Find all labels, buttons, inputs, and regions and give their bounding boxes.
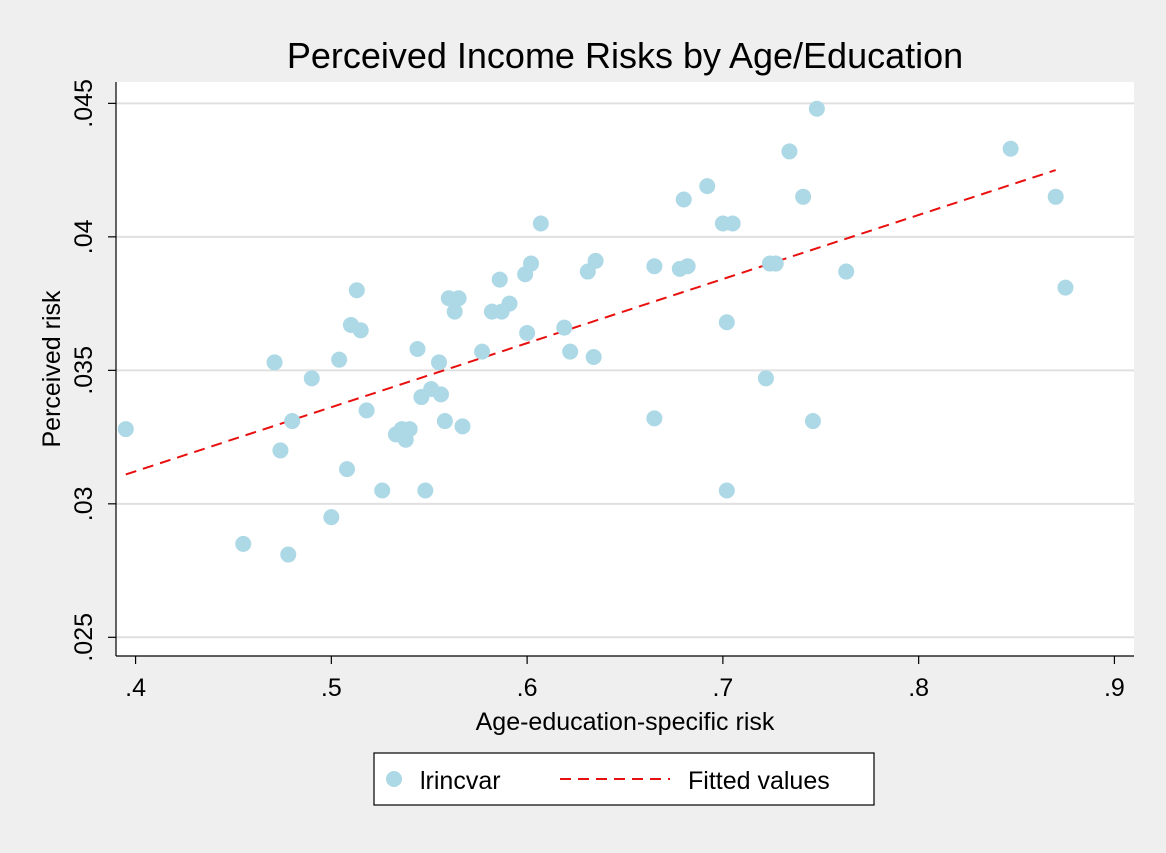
scatter-point: [409, 340, 426, 357]
scatter-point: [348, 282, 365, 299]
y-axis-ticks: .025 .03 .035 .04 .045: [70, 79, 116, 662]
y-tick-label: .025: [70, 613, 98, 662]
x-tick-label: .6: [517, 674, 538, 702]
chart-title: Perceived Income Risks by Age/Education: [287, 35, 963, 76]
scatter-point: [374, 482, 391, 499]
scatter-point: [331, 351, 348, 368]
y-axis-label: Perceived risk: [38, 290, 66, 447]
scatter-point: [767, 255, 784, 272]
y-tick-label: .045: [70, 79, 98, 128]
scatter-point: [587, 252, 604, 269]
scatter-point: [1002, 140, 1019, 157]
scatter-point: [339, 461, 356, 478]
scatter-point: [1057, 279, 1074, 296]
scatter-point: [532, 215, 549, 232]
scatter-point: [303, 370, 320, 387]
scatter-point: [1047, 188, 1064, 205]
legend-label-scatter: lrincvar: [420, 767, 501, 795]
y-tick-label: .035: [70, 346, 98, 395]
legend-scatter-marker: [386, 771, 402, 787]
scatter-point: [646, 410, 663, 427]
scatter-point: [323, 509, 340, 526]
scatter-point: [781, 143, 798, 160]
scatter-point: [699, 178, 716, 195]
legend-label-fit: Fitted values: [688, 767, 830, 795]
fitted-line-layer: [125, 169, 1057, 476]
scatter-point: [795, 188, 812, 205]
scatter-point: [417, 482, 434, 499]
scatter-point: [523, 255, 540, 272]
scatter-point: [646, 258, 663, 275]
scatter-point: [718, 482, 735, 499]
x-tick-label: .5: [321, 674, 342, 702]
legend-box: [373, 752, 875, 806]
scatter-point: [432, 386, 449, 403]
fitted-line: [125, 169, 1057, 476]
scatter-point: [718, 314, 735, 331]
grid-lines: [116, 102, 1134, 639]
scatter-point: [284, 413, 301, 430]
scatter-point: [117, 421, 134, 438]
x-axis-ticks: .4 .5 .6 .7 .8 .9: [125, 656, 1125, 702]
x-tick-label: .8: [908, 674, 929, 702]
scatter-point: [454, 418, 471, 435]
scatter-point: [436, 413, 453, 430]
scatter-point: [431, 354, 448, 371]
scatter-point: [562, 343, 579, 360]
x-tick-label: .9: [1104, 674, 1125, 702]
scatter-point: [501, 295, 518, 312]
scatter-point: [804, 413, 821, 430]
scatter-point: [556, 319, 573, 336]
scatter-point: [358, 402, 375, 419]
scatter-point: [235, 535, 252, 552]
scatter-point: [401, 421, 418, 438]
y-tick-label: .03: [70, 486, 98, 521]
scatter-point: [450, 290, 467, 307]
x-tick-label: .4: [125, 674, 146, 702]
legend: lrincvar Fitted values: [373, 752, 875, 806]
scatter-point: [446, 303, 463, 320]
x-axis-label: Age-education-specific risk: [476, 708, 775, 736]
y-tick-label: .04: [70, 219, 98, 254]
scatter-point: [491, 271, 508, 288]
scatter-point: [585, 348, 602, 365]
scatter-point: [519, 324, 536, 341]
scatter-point: [474, 343, 491, 360]
scatter-point: [266, 354, 283, 371]
plot-area: [116, 82, 1134, 656]
scatter-points: [117, 100, 1074, 563]
scatter-point: [272, 442, 289, 459]
scatter-point: [352, 322, 369, 339]
scatter-point: [679, 258, 696, 275]
scatter-point: [757, 370, 774, 387]
scatter-point: [675, 191, 692, 208]
scatter-point: [838, 263, 855, 280]
x-tick-label: .7: [712, 674, 733, 702]
scatter-point: [280, 546, 297, 563]
scatter-point: [724, 215, 741, 232]
scatter-point: [808, 100, 825, 117]
